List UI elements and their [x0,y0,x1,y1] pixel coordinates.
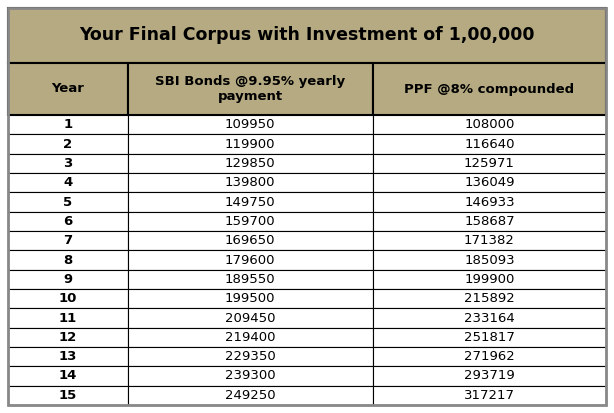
Bar [373,309,606,328]
Text: PPF @8% compounded: PPF @8% compounded [405,83,575,95]
Text: 209450: 209450 [225,311,276,325]
Bar [128,212,373,231]
Bar [8,250,128,270]
Bar [128,154,373,173]
Bar [128,115,373,134]
Text: 149750: 149750 [225,195,276,209]
Text: 10: 10 [58,292,77,305]
Text: Year: Year [52,83,84,95]
Bar [373,134,606,154]
Bar [8,328,128,347]
Bar [8,173,128,192]
Bar [373,386,606,405]
Bar [373,250,606,270]
Bar [373,63,606,115]
Text: 271962: 271962 [464,350,515,363]
Text: 14: 14 [58,370,77,382]
Text: 6: 6 [63,215,72,228]
Text: Your Final Corpus with Investment of 1,00,000: Your Final Corpus with Investment of 1,0… [79,26,535,45]
Text: 136049: 136049 [464,176,515,189]
Bar [128,289,373,309]
Bar [128,134,373,154]
Text: 11: 11 [59,311,77,325]
Bar [8,386,128,405]
Bar [128,309,373,328]
Text: 116640: 116640 [464,138,515,150]
Text: 125971: 125971 [464,157,515,170]
Bar [8,63,128,115]
Bar [128,250,373,270]
Text: 159700: 159700 [225,215,276,228]
Bar [8,270,128,289]
Bar [373,347,606,366]
Bar [8,154,128,173]
Text: 185093: 185093 [464,254,515,266]
Bar [8,192,128,212]
Text: 2: 2 [63,138,72,150]
Text: 189550: 189550 [225,273,276,286]
Text: 317217: 317217 [464,389,515,402]
Text: 139800: 139800 [225,176,276,189]
Bar [8,347,128,366]
Bar [373,328,606,347]
Text: 8: 8 [63,254,72,266]
Bar [373,212,606,231]
Text: 219400: 219400 [225,331,276,344]
Bar [8,231,128,250]
Bar [8,8,606,63]
Bar [8,366,128,386]
Text: 171382: 171382 [464,234,515,247]
Bar [373,173,606,192]
Text: 249250: 249250 [225,389,276,402]
Bar [373,115,606,134]
Text: 1: 1 [63,118,72,131]
Bar [373,154,606,173]
Bar [8,212,128,231]
Text: 119900: 119900 [225,138,276,150]
Bar [8,309,128,328]
Text: 13: 13 [58,350,77,363]
Bar [128,270,373,289]
Bar [128,192,373,212]
Bar [128,366,373,386]
Text: 199900: 199900 [464,273,515,286]
Bar [128,231,373,250]
Text: 169650: 169650 [225,234,276,247]
Text: 129850: 129850 [225,157,276,170]
Text: 146933: 146933 [464,195,515,209]
Bar [8,115,128,134]
Bar [373,270,606,289]
Text: 3: 3 [63,157,72,170]
Text: 179600: 179600 [225,254,276,266]
Bar [373,231,606,250]
Text: 15: 15 [59,389,77,402]
Bar [373,289,606,309]
Text: 109950: 109950 [225,118,276,131]
Text: 293719: 293719 [464,370,515,382]
Bar [128,328,373,347]
Text: 215892: 215892 [464,292,515,305]
Bar [373,192,606,212]
Text: 108000: 108000 [464,118,515,131]
Bar [128,386,373,405]
Text: 239300: 239300 [225,370,276,382]
Text: 233164: 233164 [464,311,515,325]
Bar [128,173,373,192]
Bar [373,366,606,386]
Text: SBI Bonds @9.95% yearly
payment: SBI Bonds @9.95% yearly payment [155,75,345,103]
Text: 251817: 251817 [464,331,515,344]
Text: 4: 4 [63,176,72,189]
Text: 9: 9 [63,273,72,286]
Text: 229350: 229350 [225,350,276,363]
Text: 5: 5 [63,195,72,209]
Text: 158687: 158687 [464,215,515,228]
Bar [8,134,128,154]
Text: 199500: 199500 [225,292,276,305]
Text: 12: 12 [59,331,77,344]
Bar [8,289,128,309]
Bar [128,347,373,366]
Bar [128,63,373,115]
Text: 7: 7 [63,234,72,247]
